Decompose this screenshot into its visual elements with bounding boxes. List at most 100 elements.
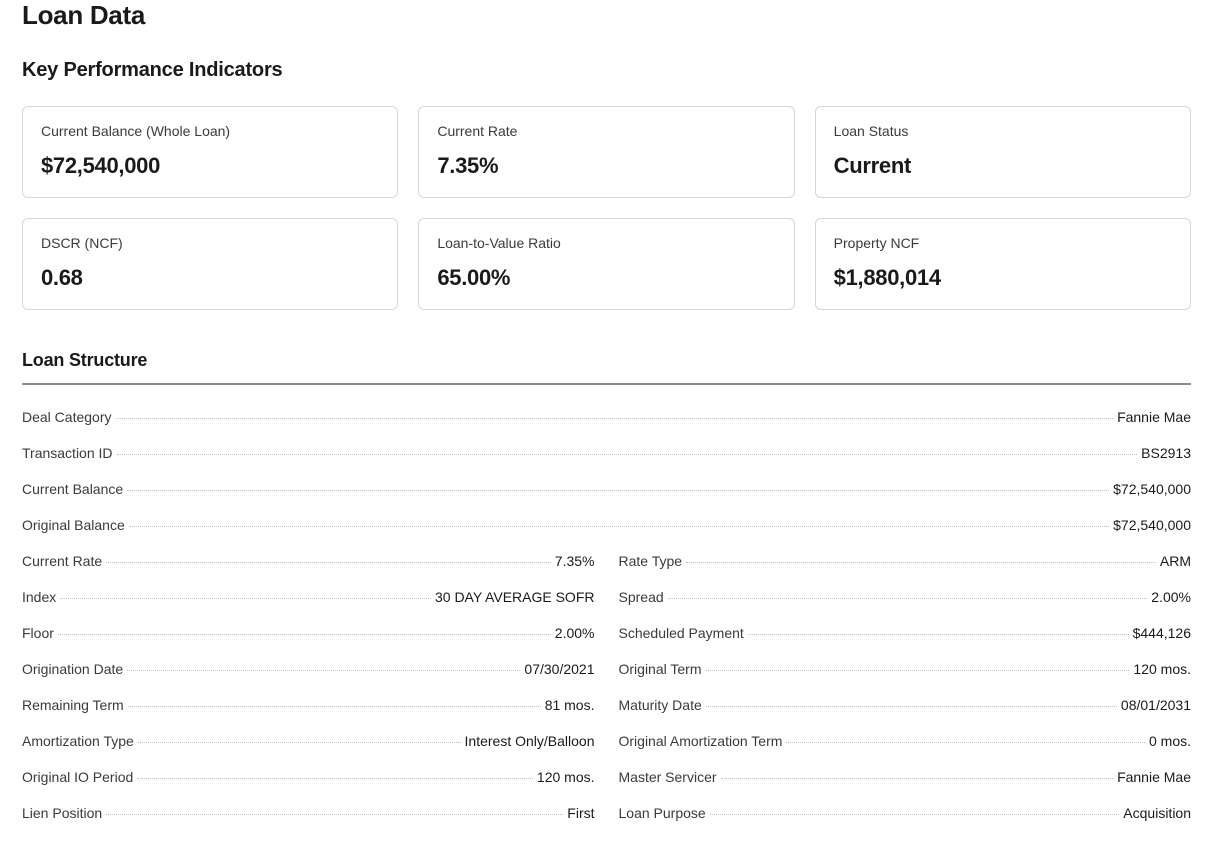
ls-label: Original Term <box>619 661 702 677</box>
ls-value: Fannie Mae <box>1117 409 1191 425</box>
ls-cell-right: Rate Type ARM <box>619 553 1192 569</box>
ls-label: Scheduled Payment <box>619 625 744 641</box>
loan-structure-divider <box>22 383 1191 385</box>
kpi-card-ltv: Loan-to-Value Ratio 65.00% <box>418 218 794 310</box>
ls-cell-left: Index 30 DAY AVERAGE SOFR <box>22 589 595 605</box>
ls-value: 30 DAY AVERAGE SOFR <box>435 589 595 605</box>
ls-cell-right: Loan Purpose Acquisition <box>619 805 1192 821</box>
ls-label: Master Servicer <box>619 769 717 785</box>
ls-row-original-balance: Original Balance $72,540,000 <box>22 507 1191 543</box>
ls-value: Interest Only/Balloon <box>465 733 595 749</box>
kpi-value: 7.35% <box>437 153 775 179</box>
ls-cell-right: Maturity Date 08/01/2031 <box>619 697 1192 713</box>
ls-label: Transaction ID <box>22 445 113 461</box>
ls-cell-left: Current Rate 7.35% <box>22 553 595 569</box>
kpi-label: Loan-to-Value Ratio <box>437 235 775 251</box>
kpi-section-title: Key Performance Indicators <box>22 59 1191 82</box>
ls-value: 0 mos. <box>1149 733 1191 749</box>
ls-dots <box>128 706 541 707</box>
kpi-value: $72,540,000 <box>41 153 379 179</box>
kpi-card-loan-status: Loan Status Current <box>815 106 1191 198</box>
ls-row-lien-purpose: Lien Position First Loan Purpose Acquisi… <box>22 795 1191 831</box>
ls-value: 2.00% <box>1151 589 1191 605</box>
kpi-value: Current <box>834 153 1172 179</box>
ls-label: Original Balance <box>22 517 125 533</box>
ls-value: First <box>567 805 594 821</box>
ls-row-io-servicer: Original IO Period 120 mos. Master Servi… <box>22 759 1191 795</box>
ls-value: 2.00% <box>555 625 595 641</box>
ls-row-amortization: Amortization Type Interest Only/Balloon … <box>22 723 1191 759</box>
ls-label: Rate Type <box>619 553 683 569</box>
kpi-value: $1,880,014 <box>834 265 1172 291</box>
ls-dots <box>127 670 520 671</box>
ls-label: Index <box>22 589 56 605</box>
ls-cell-left: Floor 2.00% <box>22 625 595 641</box>
ls-row-origination-term: Origination Date 07/30/2021 Original Ter… <box>22 651 1191 687</box>
ls-cell-left: Origination Date 07/30/2021 <box>22 661 595 677</box>
ls-dots <box>60 598 431 599</box>
ls-value: ARM <box>1160 553 1191 569</box>
ls-row-transaction-id: Transaction ID BS2913 <box>22 435 1191 471</box>
ls-dots <box>706 706 1117 707</box>
kpi-card-dscr: DSCR (NCF) 0.68 <box>22 218 398 310</box>
ls-dots <box>786 742 1145 743</box>
ls-row-current-balance: Current Balance $72,540,000 <box>22 471 1191 507</box>
ls-value: Acquisition <box>1123 805 1191 821</box>
ls-cell-left: Amortization Type Interest Only/Balloon <box>22 733 595 749</box>
loan-structure-title: Loan Structure <box>22 350 1191 371</box>
ls-cell-right: Original Amortization Term 0 mos. <box>619 733 1192 749</box>
kpi-label: Loan Status <box>834 123 1172 139</box>
kpi-label: DSCR (NCF) <box>41 235 379 251</box>
ls-row-deal-category: Deal Category Fannie Mae <box>22 399 1191 435</box>
ls-dots <box>686 562 1156 563</box>
ls-cell-right: Original Term 120 mos. <box>619 661 1192 677</box>
kpi-value: 0.68 <box>41 265 379 291</box>
ls-row-index-spread: Index 30 DAY AVERAGE SOFR Spread 2.00% <box>22 579 1191 615</box>
ls-label: Lien Position <box>22 805 102 821</box>
ls-dots <box>58 634 551 635</box>
ls-dots <box>106 562 551 563</box>
ls-dots <box>106 814 563 815</box>
loan-structure-table: Deal Category Fannie Mae Transaction ID … <box>22 399 1191 831</box>
ls-cell-right: Scheduled Payment $444,126 <box>619 625 1192 641</box>
page-title: Loan Data <box>22 0 1191 31</box>
ls-dots <box>710 814 1120 815</box>
ls-row-rate: Current Rate 7.35% Rate Type ARM <box>22 543 1191 579</box>
kpi-card-current-balance: Current Balance (Whole Loan) $72,540,000 <box>22 106 398 198</box>
ls-label: Remaining Term <box>22 697 124 713</box>
ls-label: Origination Date <box>22 661 123 677</box>
ls-label: Original Amortization Term <box>619 733 783 749</box>
kpi-grid: Current Balance (Whole Loan) $72,540,000… <box>22 106 1191 310</box>
kpi-card-current-rate: Current Rate 7.35% <box>418 106 794 198</box>
ls-label: Current Balance <box>22 481 123 497</box>
ls-value: 7.35% <box>555 553 595 569</box>
ls-dots <box>127 490 1109 491</box>
ls-row-floor-payment: Floor 2.00% Scheduled Payment $444,126 <box>22 615 1191 651</box>
ls-dots <box>706 670 1130 671</box>
ls-value: 81 mos. <box>545 697 595 713</box>
ls-cell-left: Original IO Period 120 mos. <box>22 769 595 785</box>
ls-dots <box>138 742 461 743</box>
ls-label: Loan Purpose <box>619 805 706 821</box>
ls-row-remaining-maturity: Remaining Term 81 mos. Maturity Date 08/… <box>22 687 1191 723</box>
ls-dots <box>748 634 1129 635</box>
ls-value: $72,540,000 <box>1113 481 1191 497</box>
ls-label: Original IO Period <box>22 769 133 785</box>
kpi-card-property-ncf: Property NCF $1,880,014 <box>815 218 1191 310</box>
kpi-label: Current Rate <box>437 123 775 139</box>
ls-dots <box>117 454 1138 455</box>
ls-label: Maturity Date <box>619 697 702 713</box>
ls-value: $72,540,000 <box>1113 517 1191 533</box>
ls-cell-left: Remaining Term 81 mos. <box>22 697 595 713</box>
ls-label: Spread <box>619 589 664 605</box>
ls-value: Fannie Mae <box>1117 769 1191 785</box>
ls-label: Deal Category <box>22 409 112 425</box>
ls-value: 120 mos. <box>1133 661 1191 677</box>
ls-value: BS2913 <box>1141 445 1191 461</box>
kpi-label: Current Balance (Whole Loan) <box>41 123 379 139</box>
ls-value: 08/01/2031 <box>1121 697 1191 713</box>
ls-dots <box>116 418 1114 419</box>
kpi-value: 65.00% <box>437 265 775 291</box>
ls-label: Amortization Type <box>22 733 134 749</box>
ls-cell-left: Lien Position First <box>22 805 595 821</box>
